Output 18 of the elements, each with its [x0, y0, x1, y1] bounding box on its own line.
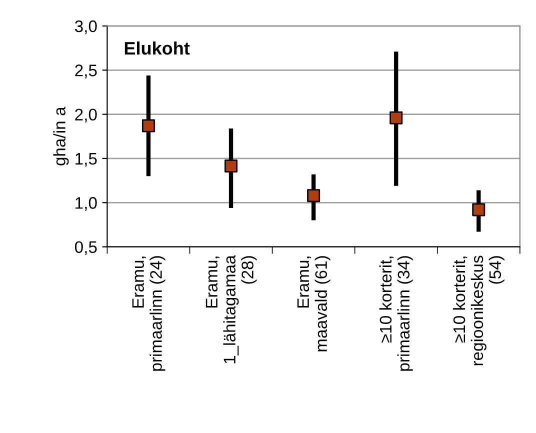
x-tick-label: Eramu, 1_lähitagamaa (28) — [206, 255, 257, 364]
y-tick-label: 1,5 — [76, 153, 97, 167]
point — [390, 111, 403, 124]
point — [142, 119, 155, 132]
point — [224, 159, 238, 172]
y-tick-label: 0,5 — [74, 241, 97, 255]
x-tick-label: ≥10 korterit, regioonikeskus (54) — [452, 256, 504, 366]
y-tick-label: 1,0 — [76, 197, 97, 211]
point — [472, 203, 486, 216]
y-tick-label: 2,0 — [75, 108, 97, 122]
y-tick-label: 2,5 — [75, 64, 97, 78]
x-tick-label: ≥10 korterit, primaarlinn (34) — [379, 256, 413, 371]
y-axis-title: gha/in a — [53, 106, 69, 166]
x-tick-label: Eramu, maavald (61) — [297, 256, 330, 352]
text: Elukoht — [124, 41, 190, 55]
point — [307, 189, 320, 202]
x-tick-label: Eramu, primaarlinn (24) — [132, 256, 166, 371]
y-tick-label: 3,0 — [74, 20, 97, 34]
